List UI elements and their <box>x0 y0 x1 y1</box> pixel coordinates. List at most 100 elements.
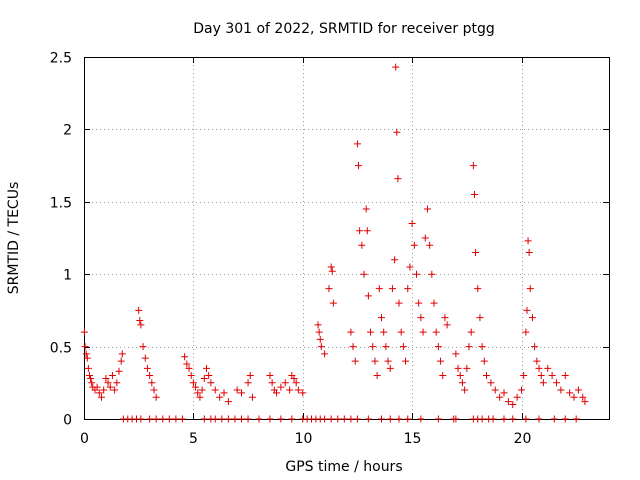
y-axis-label: SRMTID / TECUs <box>6 182 22 295</box>
data-point <box>456 372 464 380</box>
data-point <box>439 372 447 380</box>
data-point <box>317 343 325 351</box>
data-point <box>417 415 425 423</box>
data-point <box>165 415 173 423</box>
data-point <box>524 237 532 245</box>
data-point <box>487 379 495 387</box>
data-point <box>246 372 254 380</box>
y-tick-label: 0 <box>63 413 72 429</box>
data-point <box>143 364 151 372</box>
data-point <box>81 343 89 351</box>
data-point <box>356 227 364 235</box>
data-point <box>539 379 547 387</box>
grid <box>84 57 609 419</box>
data-point <box>355 162 363 170</box>
data-point <box>108 372 116 380</box>
data-point <box>290 374 298 382</box>
x-tick-label: 5 <box>189 431 198 447</box>
data-point <box>472 248 480 256</box>
data-point <box>467 328 475 336</box>
data-point <box>474 285 482 293</box>
data-point <box>347 328 355 336</box>
data-point <box>98 393 105 401</box>
data-point <box>395 299 403 307</box>
data-point <box>135 306 143 314</box>
data-point <box>509 401 517 409</box>
data-point <box>273 389 280 397</box>
data-point <box>373 372 381 380</box>
data-point <box>463 364 471 372</box>
x-tick-label: 10 <box>295 431 313 447</box>
data-point <box>244 379 252 387</box>
data-point <box>500 389 508 397</box>
data-point <box>327 263 335 271</box>
data-point <box>478 343 486 351</box>
plot-frame <box>84 57 610 420</box>
data-point <box>207 379 215 387</box>
data-point <box>321 350 329 358</box>
data-point <box>362 205 370 213</box>
data-point <box>535 415 543 423</box>
y-tick-label: 2.5 <box>50 51 72 67</box>
x-tick-label: 20 <box>514 431 532 447</box>
data-point <box>146 372 154 380</box>
data-point <box>581 398 589 406</box>
data-point <box>328 267 336 275</box>
data-point <box>220 389 228 397</box>
data-point <box>518 386 525 394</box>
data-point <box>137 415 145 423</box>
data-point <box>561 415 569 423</box>
data-point <box>358 241 366 249</box>
data-point <box>321 415 329 423</box>
data-point <box>353 140 361 148</box>
data-point <box>476 314 484 322</box>
data-point <box>189 379 197 387</box>
data-point <box>117 357 125 365</box>
data-point <box>281 379 289 387</box>
data-point <box>255 415 263 423</box>
data-point <box>211 415 219 423</box>
data-point <box>277 415 285 423</box>
data-point <box>437 357 445 365</box>
data-point <box>489 415 497 423</box>
data-point <box>434 343 442 351</box>
data-point <box>386 364 394 372</box>
data-point <box>200 415 208 423</box>
data-point <box>349 343 357 351</box>
data-point <box>535 364 543 372</box>
data-point <box>139 343 147 351</box>
data-point <box>388 285 396 293</box>
data-point <box>85 372 93 380</box>
data-point <box>148 379 156 387</box>
data-point <box>111 386 119 394</box>
data-point <box>334 415 342 423</box>
data-point <box>380 328 388 336</box>
data-point <box>159 415 167 423</box>
data-point <box>84 364 92 372</box>
data-point <box>557 386 565 394</box>
data-point <box>404 285 412 293</box>
data-point <box>391 256 399 264</box>
data-point <box>419 328 427 336</box>
data-point <box>172 415 180 423</box>
data-point <box>393 128 401 136</box>
data-point <box>137 321 145 329</box>
data-point <box>404 415 412 423</box>
data-point <box>314 321 322 329</box>
data-point <box>531 343 539 351</box>
data-point <box>537 372 545 380</box>
data-point <box>288 415 296 423</box>
data-point <box>104 379 112 387</box>
data-point <box>233 386 241 394</box>
data-point <box>238 389 245 397</box>
data-point <box>211 386 219 394</box>
data-point <box>369 343 377 351</box>
data-point <box>205 372 213 380</box>
data-point <box>340 415 348 423</box>
y-tick-label: 2 <box>63 123 72 139</box>
x-tick-label: 15 <box>404 431 422 447</box>
data-point <box>136 317 144 325</box>
data-point <box>434 415 442 423</box>
data-point <box>100 386 108 394</box>
data-point <box>526 285 534 293</box>
